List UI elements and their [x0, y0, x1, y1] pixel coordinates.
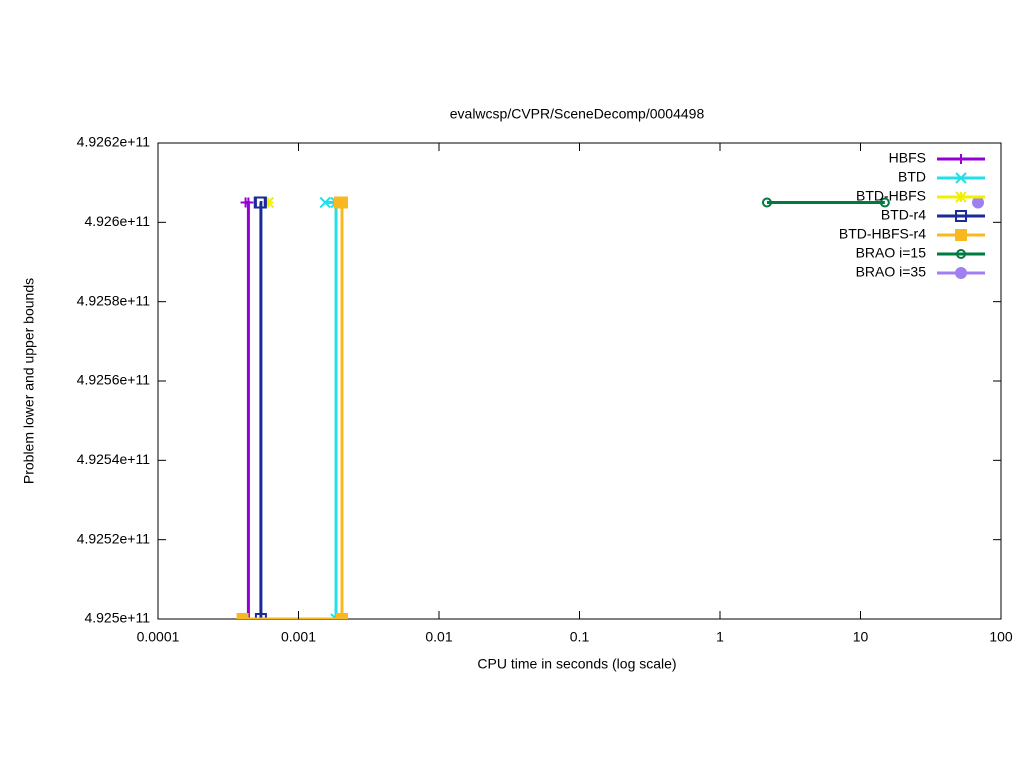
series-line — [242, 201, 344, 619]
marker — [955, 191, 967, 203]
y-tick-label: 4.9256e+11 — [77, 372, 151, 388]
legend-label: BTD-HBFS-r4 — [839, 226, 926, 242]
y-tick-label: 4.9252e+11 — [77, 530, 151, 546]
marker — [336, 613, 349, 619]
x-tick-label: 0.001 — [281, 629, 316, 645]
series-line — [245, 201, 250, 619]
marker — [254, 196, 267, 209]
marker — [236, 613, 249, 619]
legend-label: BRAO i=15 — [856, 245, 927, 261]
legend-label: BTD-r4 — [881, 207, 926, 223]
plot-area — [236, 196, 985, 619]
x-tick-label: 100 — [989, 629, 1013, 645]
y-tick-label: 4.9262e+11 — [77, 134, 151, 150]
x-tick-label: 0.1 — [570, 629, 590, 645]
y-axis-label: Problem lower and upper bounds — [21, 278, 37, 484]
y-tick-label: 4.925e+11 — [84, 610, 150, 626]
series-line — [259, 201, 263, 619]
marker — [262, 196, 275, 209]
x-tick-label: 0.01 — [425, 629, 452, 645]
y-tick-label: 4.9258e+11 — [77, 292, 151, 308]
marker — [956, 154, 966, 164]
x-axis-label: CPU time in seconds (log scale) — [477, 656, 676, 672]
marker — [955, 210, 967, 222]
y-tick-label: 4.926e+11 — [84, 213, 150, 229]
legend-label: HBFS — [889, 150, 926, 166]
series-line — [325, 201, 338, 619]
marker — [254, 613, 267, 619]
marker — [336, 196, 349, 209]
plot-border — [157, 142, 1002, 620]
marker — [319, 196, 331, 209]
marker — [955, 267, 967, 279]
marker — [972, 196, 985, 209]
legend-label: BTD — [898, 169, 926, 185]
legend-label: BTD-HBFS — [856, 188, 926, 204]
marker — [761, 197, 772, 208]
marker — [955, 172, 967, 184]
y-tick-label: 4.9254e+11 — [77, 451, 151, 467]
x-tick-label: 1 — [716, 629, 724, 645]
x-tick-label: 10 — [853, 629, 869, 645]
marker — [879, 197, 890, 208]
marker — [956, 249, 966, 259]
x-tick-label: 0.0001 — [137, 629, 180, 645]
marker — [243, 197, 254, 208]
legend-label: BRAO i=35 — [856, 264, 927, 280]
chart-title: evalwcsp/CVPR/SceneDecomp/0004498 — [450, 106, 705, 122]
marker — [955, 229, 967, 241]
